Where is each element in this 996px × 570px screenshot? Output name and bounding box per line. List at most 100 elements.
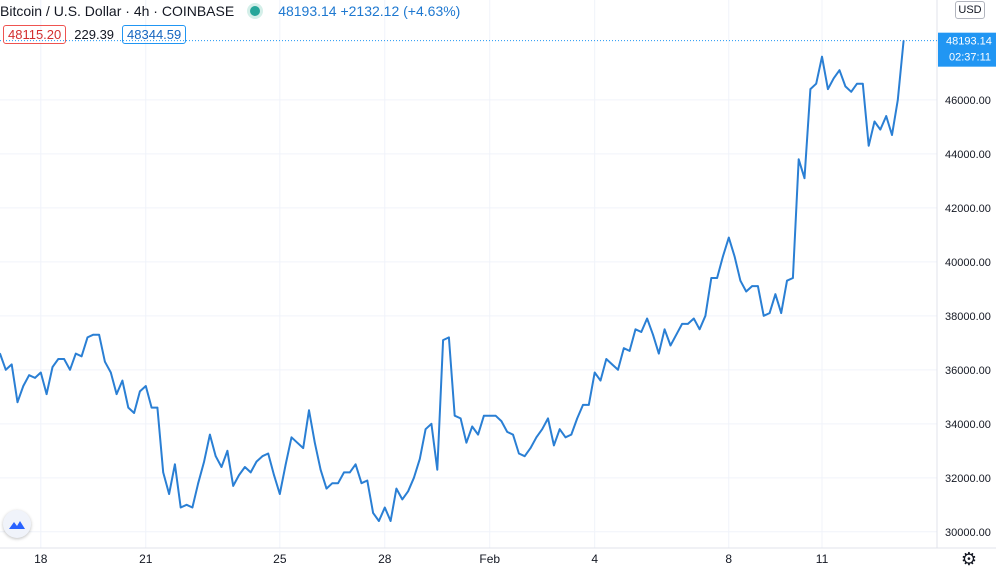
y-tick-label: 46000.00 (945, 95, 991, 107)
grid-lines (0, 0, 937, 548)
price-point (121, 379, 124, 382)
price-point (523, 455, 526, 458)
price-point (401, 498, 404, 501)
market-open-dot-icon (250, 6, 261, 16)
price-point (127, 406, 130, 409)
price-point (792, 277, 794, 279)
price-point (343, 471, 345, 474)
tradingview-logo-icon[interactable] (3, 510, 31, 538)
currency-button[interactable]: USD (955, 1, 985, 19)
price-point (634, 328, 637, 331)
price-point (658, 352, 660, 355)
price-point (780, 312, 782, 314)
price-point (821, 55, 823, 58)
price-point (733, 255, 736, 258)
price-point (214, 455, 217, 458)
price-point (623, 347, 625, 350)
price-point (681, 323, 683, 325)
y-tick-label: 30000.00 (945, 527, 991, 539)
price-point (512, 433, 514, 436)
price-point (349, 471, 351, 474)
price-point (669, 344, 672, 347)
price-point (757, 285, 759, 287)
price-point (354, 463, 357, 466)
price-point (185, 504, 188, 506)
sell-price-button[interactable]: 48115.20 (3, 25, 67, 44)
price-point (284, 463, 287, 466)
price-point (92, 333, 95, 336)
symbol-title[interactable]: Bitcoin / U.S. Dollar · 4h · COINBASE (0, 3, 235, 19)
price-point (261, 455, 264, 458)
price-point (547, 417, 549, 420)
price-point (663, 328, 666, 331)
price-point (885, 115, 887, 117)
price-point (477, 433, 479, 436)
price-point (75, 352, 77, 355)
price-point (325, 487, 328, 490)
price-point (296, 441, 299, 444)
gear-icon[interactable]: ⚙ (960, 549, 978, 569)
price-point (867, 145, 870, 147)
price-point (797, 158, 800, 161)
price-point (28, 374, 30, 377)
price-point (576, 417, 578, 420)
price-axis[interactable]: 30000.00 32000.00 34000.00 36000.00 38000.00… (945, 95, 991, 539)
price-point (716, 277, 718, 279)
price-point (395, 487, 398, 490)
price-point (10, 363, 13, 366)
price-point (98, 333, 100, 336)
y-tick-label: 32000.00 (945, 473, 991, 485)
price-point (34, 377, 36, 379)
price-point (675, 333, 678, 336)
price-point (0, 352, 1, 355)
price-point (337, 482, 339, 485)
price-point (238, 474, 240, 476)
price-point (104, 360, 106, 363)
price-point (506, 431, 509, 433)
buy-price-button[interactable]: 48344.59 (122, 25, 187, 44)
price-point (133, 412, 135, 414)
price-point (51, 366, 54, 368)
price-point (150, 406, 153, 409)
price-point (413, 477, 415, 479)
price-point (162, 471, 164, 474)
price-point (844, 85, 847, 88)
price-point (617, 369, 619, 371)
price-point (40, 371, 42, 374)
quote-row: 48115.20 229.39 48344.59 (3, 25, 187, 44)
price-point (384, 506, 386, 509)
price-point (768, 312, 771, 314)
price-point (197, 482, 199, 485)
price-point (570, 433, 573, 436)
price-point (698, 328, 701, 331)
price-point (640, 331, 643, 333)
x-tick-label: 11 (816, 552, 829, 566)
price-point (459, 417, 462, 420)
price-point (588, 404, 590, 406)
price-point (331, 482, 334, 485)
price-point (599, 379, 602, 382)
time-axis[interactable]: 18 21 25 28 Feb 4 8 11 (34, 552, 828, 566)
y-tick-label: 40000.00 (945, 257, 991, 269)
price-point (319, 468, 322, 471)
price-point (255, 460, 258, 463)
price-point (430, 423, 433, 425)
price-point (693, 317, 695, 320)
price-point (529, 447, 532, 449)
price-point (553, 444, 555, 447)
price-point (751, 285, 753, 287)
price-point (728, 236, 730, 239)
x-tick-label: 4 (591, 552, 598, 566)
x-tick-label: 28 (378, 552, 392, 566)
x-tick-label: 18 (34, 552, 48, 566)
price-point (442, 339, 444, 341)
price-point (897, 99, 899, 101)
price-point (722, 255, 724, 258)
price-point (267, 452, 270, 455)
price-series-line[interactable] (0, 40, 905, 522)
price-point (774, 293, 777, 296)
symbol-header: Bitcoin / U.S. Dollar · 4h · COINBASE 48… (0, 0, 460, 22)
price-point (302, 447, 305, 449)
price-point (378, 520, 380, 522)
